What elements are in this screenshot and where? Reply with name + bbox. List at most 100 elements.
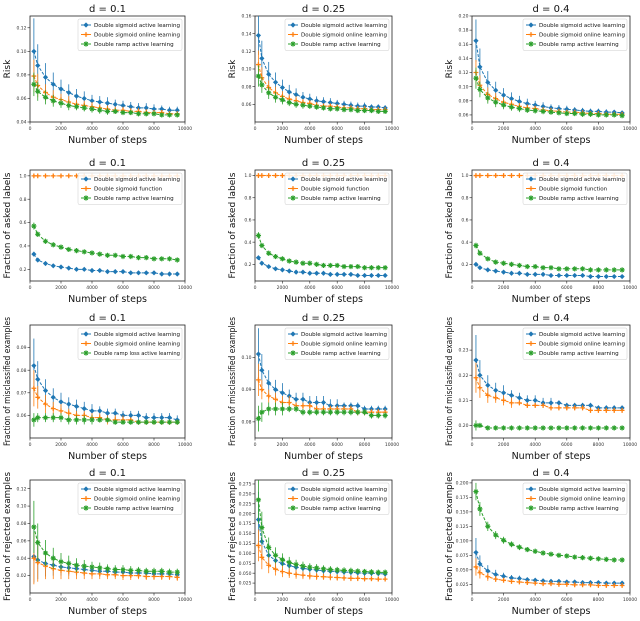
- data-point: [300, 269, 306, 275]
- y-tick-label: 0.200: [456, 480, 469, 486]
- data-point: [603, 556, 609, 562]
- chart-title: d = 0.4: [533, 158, 570, 169]
- data-point: [320, 105, 327, 111]
- series-green: [31, 413, 180, 427]
- data-point: [31, 251, 37, 257]
- data-point: [73, 104, 80, 110]
- data-point: [120, 573, 126, 579]
- x-axis-label: Number of steps: [512, 135, 591, 146]
- data-point: [382, 569, 388, 575]
- y-tick-label: 1.0: [244, 173, 251, 179]
- data-point: [50, 98, 56, 104]
- x-tick-label: 2000: [498, 597, 510, 603]
- data-point: [256, 543, 261, 548]
- data-point: [532, 108, 538, 114]
- legend-box: [284, 327, 390, 360]
- data-point: [485, 382, 491, 388]
- y-axis-label: Fraction of asked labels: [228, 172, 238, 278]
- data-point: [128, 270, 134, 276]
- y-axis-label: Fraction of asked labels: [445, 172, 455, 278]
- x-tick-label: 4000: [529, 285, 541, 291]
- data-point: [112, 101, 118, 107]
- data-point: [97, 267, 103, 274]
- data-point: [174, 271, 180, 277]
- data-point: [135, 567, 142, 573]
- data-point: [135, 419, 142, 425]
- data-point: [300, 403, 306, 409]
- x-tick-label: 6000: [117, 285, 129, 291]
- data-point: [286, 406, 292, 412]
- data-point: [348, 271, 354, 277]
- data-point: [43, 173, 48, 179]
- data-point: [120, 566, 126, 573]
- data-point: [501, 573, 507, 579]
- y-axis-label: Fraction of rejected examples: [3, 472, 13, 601]
- data-point: [58, 399, 64, 405]
- legend-box: [77, 172, 183, 205]
- y-axis-label: Risk: [445, 59, 455, 78]
- data-point: [362, 107, 368, 114]
- data-point: [286, 99, 292, 106]
- legend-box: [284, 18, 390, 51]
- data-point: [58, 244, 64, 250]
- data-point: [143, 574, 149, 579]
- x-tick-label: 6000: [561, 442, 573, 448]
- data-point: [580, 425, 586, 431]
- data-point: [611, 425, 617, 431]
- data-point: [572, 405, 578, 411]
- data-point: [485, 568, 491, 574]
- y-tick-label: 0.08: [16, 72, 26, 78]
- data-point: [362, 576, 367, 582]
- y-tick-label: 0.075: [456, 553, 469, 559]
- chart-title: d = 0.4: [533, 468, 570, 479]
- data-point: [580, 582, 585, 588]
- series-green: [255, 402, 388, 432]
- x-tick-label: 10000: [385, 126, 399, 132]
- data-point: [532, 263, 538, 270]
- data-point: [50, 394, 56, 400]
- data-point: [66, 173, 72, 179]
- data-point: [375, 272, 381, 279]
- legend-box: [522, 327, 628, 360]
- legend: Double sigmoid active learning Double sig…: [522, 482, 628, 515]
- legend-label: Double sigmoid active learning: [301, 487, 387, 493]
- data-point: [143, 568, 149, 574]
- data-point: [375, 412, 381, 418]
- data-point: [259, 55, 265, 61]
- data-point: [524, 263, 530, 270]
- y-tick-label: 0.04: [16, 556, 26, 562]
- legend-box: [77, 482, 183, 515]
- legend-marker: [83, 32, 89, 37]
- data-point: [375, 108, 381, 114]
- data-point: [314, 104, 320, 110]
- legend-label: Double sigmoid function: [301, 187, 370, 193]
- x-tick-label: 10000: [178, 285, 192, 291]
- data-point: [89, 417, 95, 423]
- data-point: [286, 89, 292, 95]
- data-point: [375, 104, 381, 110]
- x-tick-label: 4000: [86, 126, 98, 132]
- data-point: [355, 263, 361, 270]
- data-point: [151, 270, 157, 276]
- data-point: [368, 107, 375, 114]
- y-axis-label: Fraction of rejected examples: [228, 472, 238, 601]
- legend-marker: [528, 186, 534, 191]
- data-point: [327, 99, 333, 106]
- data-point: [501, 537, 507, 543]
- data-point: [255, 232, 262, 239]
- subplot: d = 0.4 Number of steps Fraction of reject…: [445, 468, 637, 617]
- y-tick-label: 0.6: [19, 220, 26, 226]
- data-point: [611, 557, 617, 563]
- data-point: [151, 111, 157, 117]
- y-tick-label: 0.4: [244, 240, 251, 246]
- data-point: [255, 497, 262, 503]
- data-point: [35, 376, 41, 382]
- x-tick-label: 10000: [178, 442, 192, 448]
- data-point: [81, 563, 87, 569]
- data-point: [314, 270, 320, 276]
- y-tick-label: 0.150: [239, 531, 252, 537]
- x-tick-label: 6000: [331, 126, 343, 132]
- subplot: d = 0.25 Number of steps Fraction of rejec…: [228, 468, 399, 617]
- data-point: [89, 564, 95, 570]
- y-tick-label: 0.050: [239, 571, 252, 577]
